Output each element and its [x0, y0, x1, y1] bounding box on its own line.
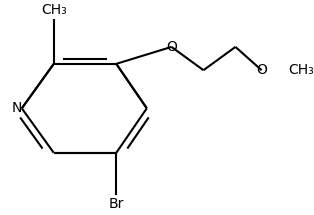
Text: O: O — [166, 40, 177, 54]
Text: CH₃: CH₃ — [41, 3, 67, 17]
Text: Br: Br — [109, 197, 124, 211]
Text: N: N — [11, 101, 22, 115]
Text: CH₃: CH₃ — [288, 63, 313, 77]
Text: O: O — [256, 63, 267, 77]
